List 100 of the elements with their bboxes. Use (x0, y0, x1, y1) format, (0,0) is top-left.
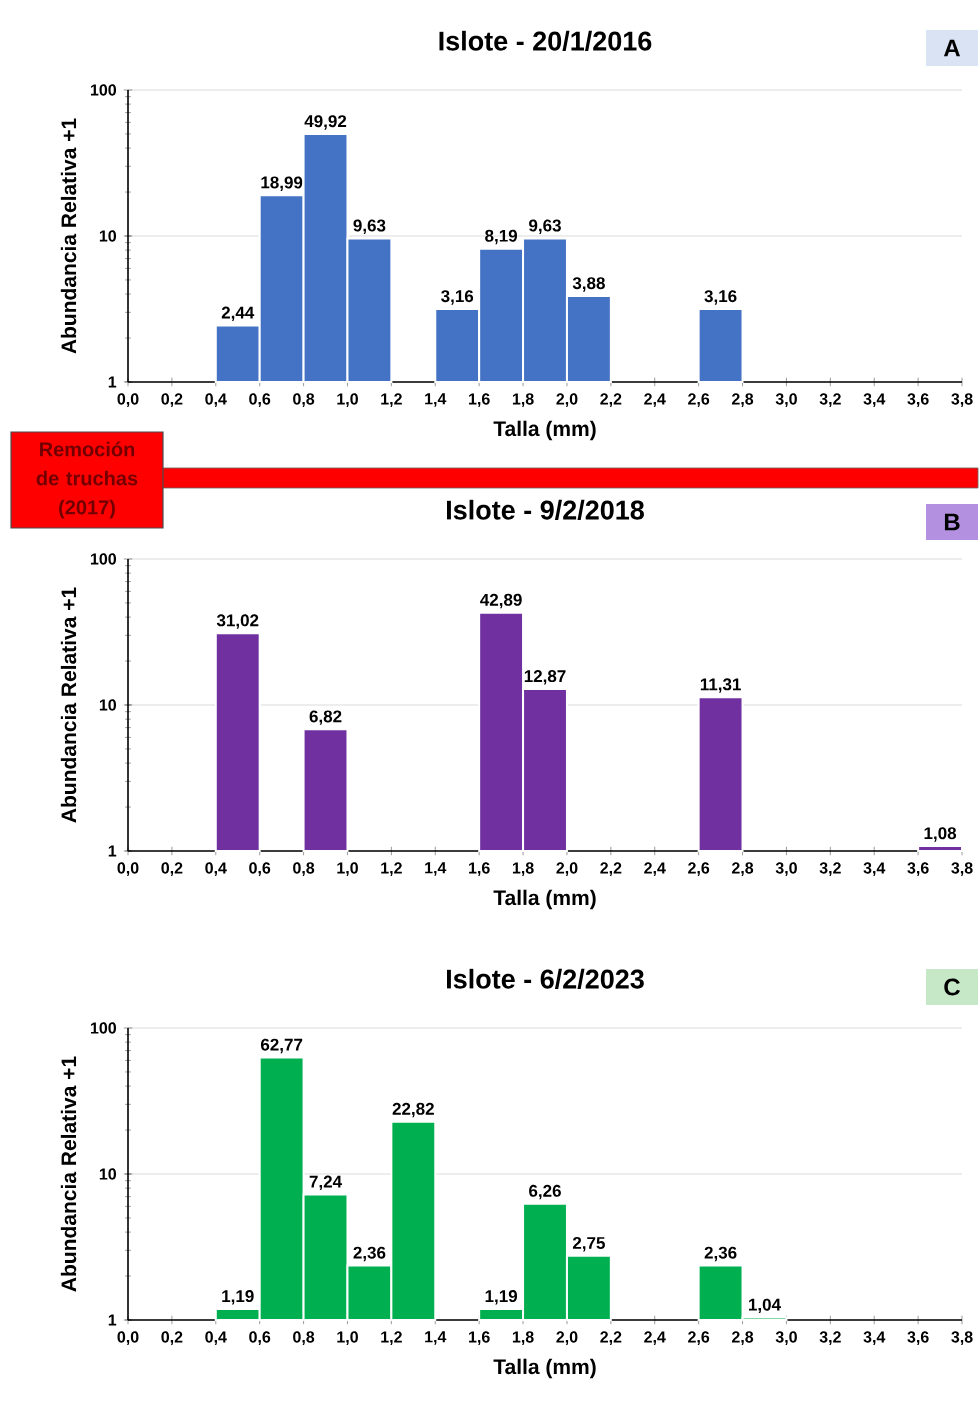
x-tick-label: 2,4 (644, 862, 666, 876)
x-tick-label: 0,0 (117, 393, 139, 407)
x-tick-label: 3,8 (951, 393, 973, 407)
x-tick-label: 0,6 (249, 862, 271, 876)
x-tick-label: 1,0 (337, 862, 359, 876)
x-tick-label: 0,8 (293, 1331, 315, 1345)
x-tick-label: 2,2 (600, 1331, 622, 1345)
x-tick-label: 0,4 (205, 1331, 227, 1345)
data-label: 2,44 (221, 306, 255, 322)
x-tick-label: 3,6 (907, 1331, 929, 1345)
text: C (944, 978, 961, 996)
data-label: 49,92 (304, 115, 347, 130)
data-label: 3,88 (572, 277, 606, 292)
x-tick-label: 1,4 (425, 1331, 447, 1345)
y-axis-title: Abundancia Relativa +1 (60, 1056, 77, 1292)
x-tick-label: 2,0 (556, 862, 578, 876)
x-tick-label: 3,4 (863, 1331, 886, 1345)
x-tick-label: 1,8 (513, 1331, 534, 1345)
x-tick-label: 3,8 (951, 862, 973, 876)
data-label: 42,89 (480, 593, 522, 609)
data-label: 6,82 (309, 710, 342, 725)
data-label: 3,16 (441, 290, 474, 305)
x-tick-label: 1,2 (381, 1331, 402, 1345)
data-label: 6,26 (529, 1184, 562, 1200)
x-tick-label: 0,8 (293, 393, 315, 407)
text: Remoción de truchas (2017) (36, 441, 138, 519)
x-tick-label: 2,6 (688, 393, 710, 407)
y-tick-label: 1 (108, 376, 117, 388)
x-tick-label: 1,2 (381, 862, 402, 876)
data-label: 9,63 (529, 219, 562, 234)
x-tick-label: 3,4 (863, 862, 886, 876)
y-tick-label: 10 (99, 1168, 117, 1180)
data-label: 12,87 (524, 670, 566, 685)
x-tick-label: 2,4 (644, 393, 666, 407)
x-tick-label: 2,0 (556, 1331, 578, 1345)
x-tick-label: 3,8 (951, 1331, 973, 1345)
data-label: 2,36 (353, 1246, 386, 1262)
data-label: 1,04 (749, 1298, 782, 1314)
x-tick-label: 1,6 (469, 862, 490, 876)
y-tick-label: 1 (108, 1314, 117, 1326)
x-tick-label: 2,4 (644, 1331, 666, 1345)
x-tick-label: 2,6 (688, 1331, 710, 1345)
x-tick-label: 2,0 (556, 393, 578, 407)
data-label: 2,36 (704, 1246, 737, 1262)
x-tick-label: 0,4 (205, 862, 227, 876)
y-tick-label: 100 (91, 84, 117, 96)
data-label: 62,77 (261, 1038, 303, 1054)
x-tick-label: 0,4 (205, 393, 227, 407)
data-label: 11,31 (700, 678, 742, 693)
data-label: 22,82 (392, 1102, 435, 1118)
data-label: 31,02 (216, 614, 259, 629)
x-axis-title: Talla (mm) (493, 889, 596, 910)
data-label: 1,19 (222, 1290, 254, 1305)
x-tick-label: 1,0 (337, 1331, 359, 1345)
x-tick-label: 3,2 (819, 1331, 841, 1345)
x-tick-label: 3,6 (907, 862, 929, 876)
x-tick-label: 0,2 (161, 393, 183, 407)
x-tick-label: 1,4 (425, 393, 447, 407)
y-axis-title: Abundancia Relativa +1 (60, 587, 77, 823)
x-tick-label: 0,0 (117, 862, 139, 876)
x-tick-label: 2,8 (732, 862, 754, 876)
chart-title: Islote - 6/2/2023 (447, 968, 644, 989)
x-tick-label: 0,0 (117, 1331, 139, 1345)
text: B (945, 513, 960, 531)
x-tick-label: 3,2 (819, 393, 841, 407)
x-tick-label: 1,2 (381, 393, 402, 407)
x-tick-label: 0,2 (161, 862, 183, 876)
x-tick-label: 1,0 (337, 393, 359, 407)
x-tick-label: 0,6 (249, 1331, 271, 1345)
chart-title: Islote - 20/1/2016 (439, 30, 652, 51)
data-label: 7,24 (309, 1175, 343, 1191)
chart-title: Islote - 9/2/2018 (447, 499, 645, 520)
x-tick-label: 3,0 (775, 1331, 798, 1345)
x-tick-label: 3,0 (775, 393, 798, 407)
y-tick-label: 100 (91, 1022, 117, 1034)
data-label: 1,08 (924, 827, 957, 842)
x-tick-label: 1,4 (425, 862, 447, 876)
x-tick-label: 3,4 (863, 393, 886, 407)
x-tick-label: 3,2 (819, 862, 841, 876)
x-tick-label: 2,6 (688, 862, 710, 876)
data-label: 1,19 (485, 1290, 518, 1305)
x-axis-title: Talla (mm) (493, 1358, 596, 1379)
x-tick-label: 2,2 (600, 862, 622, 876)
x-tick-label: 0,6 (249, 393, 271, 407)
y-tick-label: 100 (91, 553, 117, 565)
data-label: 8,19 (485, 229, 518, 245)
data-label: 18,99 (261, 176, 303, 191)
x-tick-label: 0,8 (293, 862, 315, 876)
x-tick-label: 3,0 (775, 862, 798, 876)
x-tick-label: 1,8 (513, 862, 534, 876)
data-label: 2,75 (573, 1236, 606, 1252)
x-tick-label: 1,6 (469, 393, 490, 407)
data-label: 3,16 (704, 290, 737, 305)
y-tick-label: 1 (108, 845, 117, 857)
text: A (944, 39, 961, 57)
x-tick-label: 1,8 (513, 393, 534, 407)
y-tick-label: 10 (99, 699, 117, 711)
x-tick-label: 3,6 (907, 393, 929, 407)
y-tick-label: 10 (99, 230, 117, 242)
x-axis-title: Talla (mm) (493, 420, 596, 441)
